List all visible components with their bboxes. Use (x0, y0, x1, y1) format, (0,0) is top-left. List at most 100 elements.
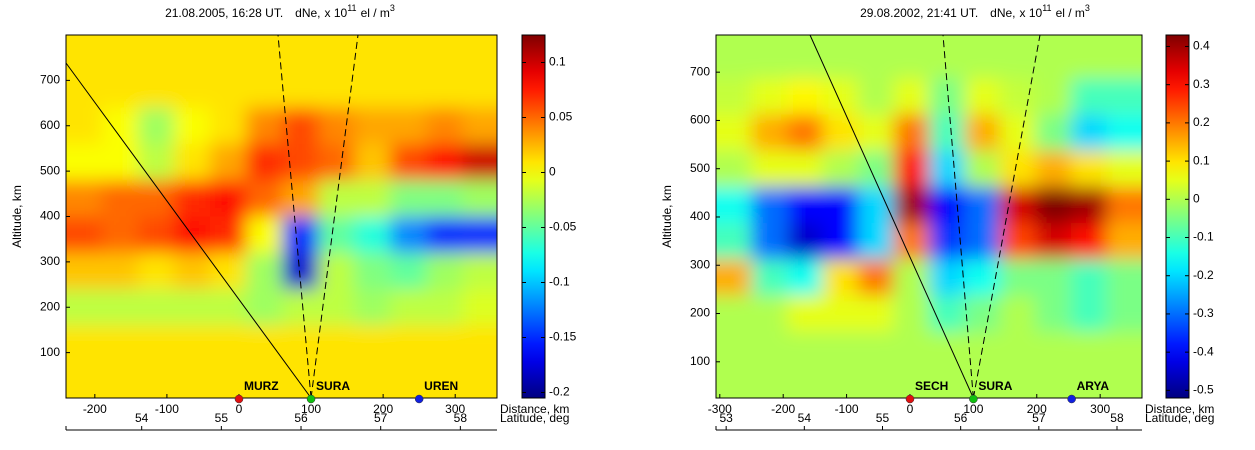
title-part: 3 (390, 3, 395, 13)
field-cell (1000, 186, 1037, 225)
station-label: UREN (424, 379, 458, 393)
field-cell (964, 259, 1001, 297)
x-tick-label: -200 (83, 402, 107, 416)
field-cell (787, 259, 824, 297)
field-cell (426, 361, 464, 398)
field-cell (858, 186, 895, 225)
field-cell (716, 114, 753, 152)
colorbar-tick-label: 0 (1193, 191, 1200, 205)
field-cell (1106, 35, 1142, 80)
title-part: x 10 (1020, 6, 1043, 20)
field-cell (282, 180, 320, 218)
field-cell (964, 35, 1001, 80)
y-axis-label: Altitude, km (660, 185, 674, 248)
title-part: dNe, (990, 6, 1015, 20)
field-cell (246, 35, 284, 73)
field-cell (390, 216, 428, 254)
field-cell (858, 223, 895, 261)
field-cell (210, 216, 248, 254)
field-cell (929, 186, 966, 225)
field-cell (174, 361, 212, 398)
y-tick-label: 600 (40, 118, 60, 132)
field-cell (354, 252, 392, 291)
field-cell (390, 35, 428, 73)
field-cell (822, 114, 859, 152)
colorbar (1165, 34, 1190, 399)
x-tick-label: 300 (1090, 402, 1110, 416)
field-cell (354, 216, 392, 254)
station-marker (1067, 394, 1076, 404)
colorbar-tick-label: -0.15 (549, 330, 577, 344)
field-cell (462, 143, 497, 182)
field-cells (66, 35, 497, 398)
colorbar-tick-label: -0.4 (1193, 344, 1214, 358)
x-tick-label: -300 (708, 402, 732, 416)
title-part: 3 (1085, 3, 1090, 13)
field-cell (174, 107, 212, 145)
station-label: SECH (915, 379, 948, 393)
field-cell (354, 180, 392, 218)
field-cell (1106, 259, 1142, 297)
colorbar-tick-label: -0.5 (1193, 383, 1214, 397)
field-cell (1071, 223, 1108, 261)
field-cell (282, 71, 320, 109)
station-marker (234, 394, 244, 404)
field-cell (354, 143, 392, 182)
field-cell (822, 186, 859, 225)
ray-line (65, 62, 312, 399)
field-cell (1000, 78, 1037, 116)
x-tick-label: 0 (236, 402, 243, 416)
field-cell (1106, 367, 1142, 398)
field-cell (716, 259, 753, 297)
field-cell (282, 289, 320, 327)
field-cell (102, 325, 140, 363)
y-tick-label: 500 (40, 163, 60, 177)
y-tick-label: 100 (690, 354, 710, 368)
x2-tick-label: 54 (135, 411, 149, 425)
x2-axis-label: Latitude, deg (1145, 411, 1214, 425)
field-cell (1035, 367, 1072, 398)
colorbar (521, 34, 546, 399)
field-cell (138, 180, 176, 218)
field-cell (893, 295, 930, 333)
field-cell (354, 35, 392, 73)
title-part: 21.08.2005, 16:28 UT. (165, 6, 283, 20)
field-cell (426, 252, 464, 291)
field-cell (893, 367, 930, 398)
field-cell (426, 35, 464, 73)
field-cell (1035, 295, 1072, 333)
field-cell (462, 216, 497, 254)
field-cell (102, 216, 140, 254)
field-cell (66, 180, 104, 218)
x-tick-label: 200 (1027, 402, 1047, 416)
field-cell (462, 35, 497, 73)
field-cell (246, 361, 284, 398)
chart-title: 21.08.2005, 16:28 UT. dNe, x 1011 el / m3 (165, 3, 395, 20)
ray-line (310, 34, 359, 399)
colorbar-tick-label: 0.1 (549, 55, 566, 69)
field-cell (390, 71, 428, 109)
field-cell (1071, 114, 1108, 152)
field-cell (751, 150, 788, 188)
y-tick-label: 100 (40, 345, 60, 359)
colorbar-tick-label: -0.1 (549, 275, 570, 289)
field-cell (138, 71, 176, 109)
field-cell (1035, 259, 1072, 297)
field-cell (66, 252, 104, 291)
field-cell (138, 216, 176, 254)
x2-tick-label: 55 (215, 411, 229, 425)
station-label: SURA (316, 379, 350, 393)
field-cell (1071, 259, 1108, 297)
field-cell (964, 78, 1001, 116)
field-cell (893, 223, 930, 261)
field-cell (751, 35, 788, 80)
ray-line (942, 34, 974, 399)
field-cell (1106, 331, 1142, 369)
field-cell (1000, 331, 1037, 369)
field-cell (318, 35, 356, 73)
y-tick-label: 400 (40, 209, 60, 223)
field-cell (1000, 35, 1037, 80)
field-cell (174, 35, 212, 73)
field-cell (246, 71, 284, 109)
field-cell (1106, 78, 1142, 116)
